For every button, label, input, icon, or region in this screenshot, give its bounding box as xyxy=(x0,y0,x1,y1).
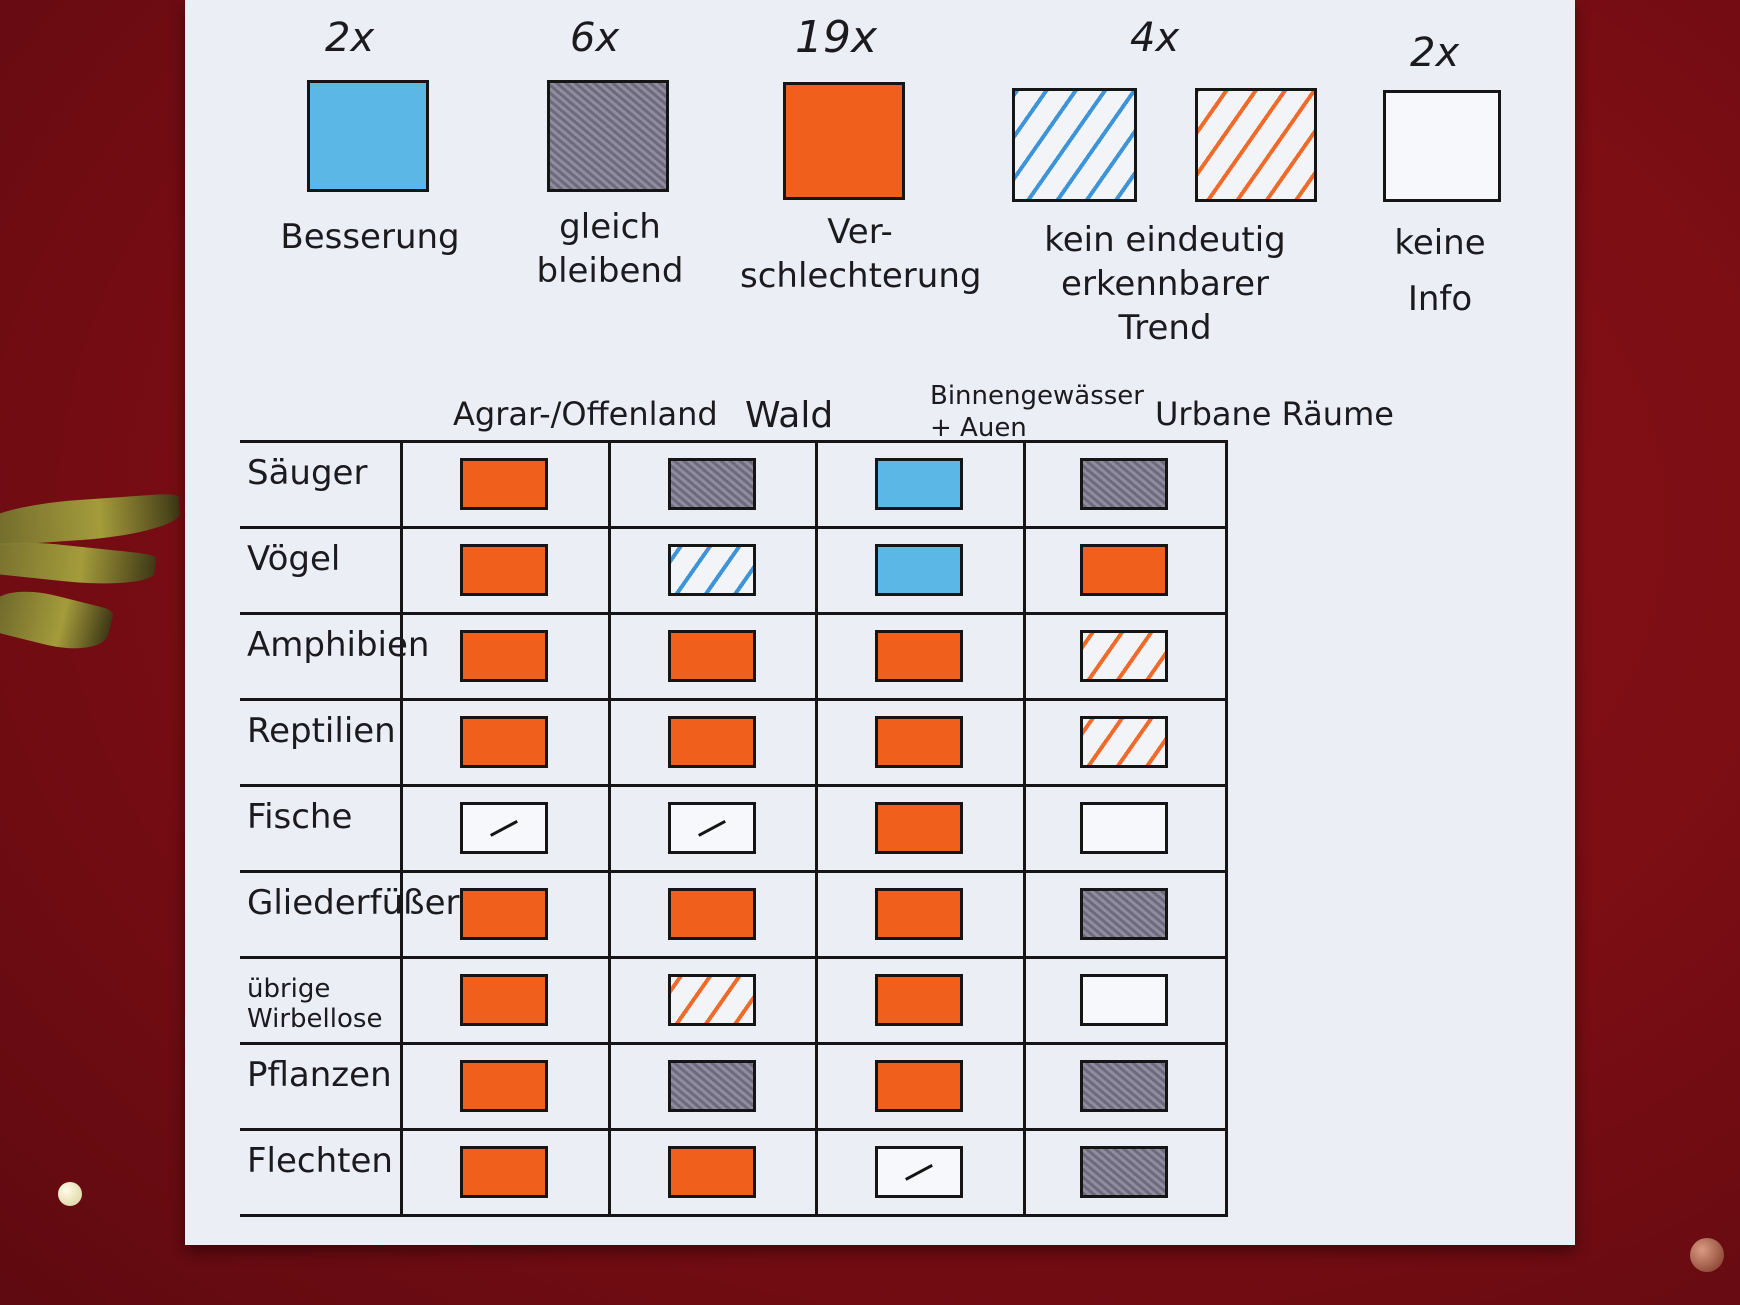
cell-gray-swatch xyxy=(1080,458,1168,510)
legend-swatch-improvement xyxy=(307,80,429,192)
cell-gray-swatch xyxy=(1080,888,1168,940)
legend-label-line: Info xyxy=(1407,279,1473,319)
dried-leaf xyxy=(0,535,157,591)
cell-orange-swatch xyxy=(875,630,963,682)
row-header: Flechten xyxy=(247,1141,393,1181)
cell-orange-swatch xyxy=(667,888,756,940)
table-rule xyxy=(240,956,1225,959)
cell-horange-swatch xyxy=(1080,716,1168,768)
table-rule xyxy=(240,870,1225,873)
cell-na-swatch xyxy=(667,802,756,854)
cell-na-swatch xyxy=(875,1146,963,1198)
legend-label-no-info: keine Info xyxy=(1365,215,1515,327)
legend-label-line: schlechterung xyxy=(740,256,982,296)
cell-gray-swatch xyxy=(667,1060,756,1112)
row-header: Pflanzen xyxy=(247,1055,392,1095)
cell-horange-swatch xyxy=(1080,630,1168,682)
table-rule xyxy=(240,1042,1225,1045)
handwritten-sheet: 2x Besserung 6x gleich bleibend 19x Ver-… xyxy=(185,0,1575,1245)
legend-swatch-stable xyxy=(547,80,669,192)
cell-orange-swatch xyxy=(875,1060,963,1112)
cell-orange-swatch xyxy=(875,802,963,854)
legend-label-no-clear-trend: kein eindeutig erkennbarer Trend xyxy=(1030,218,1300,350)
cell-orange-swatch xyxy=(1080,544,1168,596)
cell-hblue-swatch xyxy=(667,544,756,596)
cell-gray-swatch xyxy=(1080,1060,1168,1112)
legend-swatch-no-clear-trend-orange xyxy=(1195,88,1317,202)
row-header: Gliederfüßer xyxy=(247,883,460,923)
table-rule xyxy=(240,526,1225,529)
table-column-rule xyxy=(400,440,403,1217)
cell-orange-swatch xyxy=(460,974,548,1026)
legend-swatch-no-clear-trend-blue xyxy=(1012,88,1137,202)
legend-label-line: gleich xyxy=(559,207,661,247)
cell-orange-swatch xyxy=(460,630,548,682)
column-header: Wald xyxy=(745,395,834,436)
pin-icon xyxy=(1690,1238,1724,1272)
cell-na-swatch xyxy=(460,802,548,854)
dried-leaf xyxy=(0,493,182,547)
cell-horange-swatch xyxy=(667,974,756,1026)
legend-swatch-no-info xyxy=(1383,90,1501,202)
legend-label-line: bleibend xyxy=(536,251,684,291)
cell-orange-swatch xyxy=(460,1146,548,1198)
column-header: Urbane Räume xyxy=(1155,395,1394,433)
table-rule xyxy=(240,1214,1225,1217)
cell-orange-swatch xyxy=(460,1060,548,1112)
cell-orange-swatch xyxy=(875,888,963,940)
table-column-rule xyxy=(608,440,611,1217)
row-header: Reptilien xyxy=(247,711,396,751)
cell-orange-swatch xyxy=(460,716,548,768)
column-header: Binnengewässer + Auen xyxy=(930,381,1144,443)
cell-blue-swatch xyxy=(875,544,963,596)
table-rule xyxy=(240,440,1225,443)
cell-orange-swatch xyxy=(667,716,756,768)
cell-gray-swatch xyxy=(667,458,756,510)
legend-count-no-info: 2x xyxy=(1410,30,1460,76)
pin-icon xyxy=(58,1182,82,1206)
table-rule xyxy=(240,1128,1225,1131)
row-header: Säuger xyxy=(247,453,368,493)
table-rule xyxy=(240,698,1225,701)
legend-label-stable: gleich bleibend xyxy=(510,205,710,293)
cell-none-swatch xyxy=(1080,974,1168,1026)
row-header: übrige Wirbellose xyxy=(247,974,383,1034)
legend-label-line: keine xyxy=(1394,223,1486,263)
cell-blue-swatch xyxy=(875,458,963,510)
row-header: Fische xyxy=(247,797,353,837)
cell-gray-swatch xyxy=(1080,1146,1168,1198)
cell-orange-swatch xyxy=(667,1146,756,1198)
cell-orange-swatch xyxy=(875,716,963,768)
cell-orange-swatch xyxy=(875,974,963,1026)
table-column-rule xyxy=(1225,440,1228,1217)
legend-count-worsening: 19x xyxy=(795,12,878,63)
cell-orange-swatch xyxy=(460,458,548,510)
legend-label-line: Besserung xyxy=(280,217,460,257)
table-column-rule xyxy=(1023,440,1026,1217)
legend-label-worsening: Ver- schlechterung xyxy=(740,210,982,298)
column-header: Agrar-/Offenland xyxy=(453,395,718,433)
legend-count-stable: 6x xyxy=(570,15,620,61)
legend-label-line: erkennbarer xyxy=(1061,264,1269,304)
table-rule xyxy=(240,784,1225,787)
cell-orange-swatch xyxy=(460,888,548,940)
cell-none-swatch xyxy=(1080,802,1168,854)
legend-label-line: kein eindeutig xyxy=(1044,220,1286,260)
legend-count-no-clear-trend: 4x xyxy=(1130,15,1180,61)
table-column-rule xyxy=(815,440,818,1217)
row-header: Amphibien xyxy=(247,625,430,665)
table-rule xyxy=(240,612,1225,615)
legend-swatch-worsening xyxy=(783,82,905,200)
row-header: Vögel xyxy=(247,539,341,579)
legend-label-line: Ver- xyxy=(827,212,893,252)
legend-label-improvement: Besserung xyxy=(265,215,475,259)
cell-orange-swatch xyxy=(460,544,548,596)
legend-count-improvement: 2x xyxy=(325,15,375,61)
cell-orange-swatch xyxy=(667,630,756,682)
dried-leaf xyxy=(0,581,115,659)
legend-label-line: Trend xyxy=(1118,308,1212,348)
